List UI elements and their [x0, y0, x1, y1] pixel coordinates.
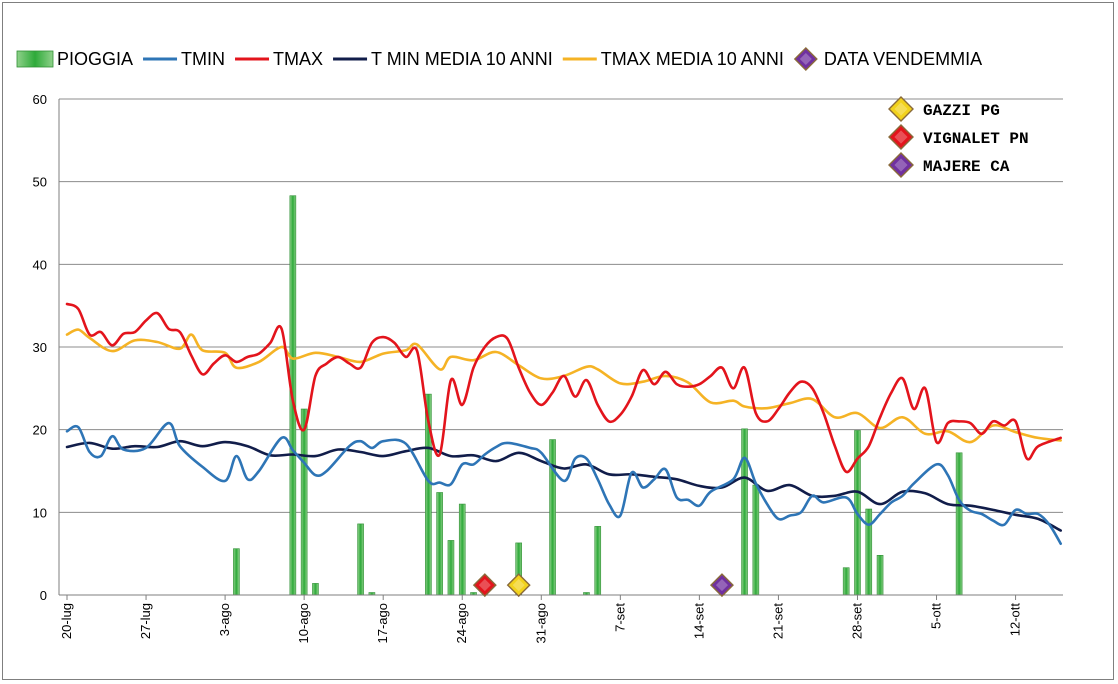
rain-bar — [300, 408, 308, 596]
rain-bar — [594, 526, 602, 596]
harvest-legend-label: VIGNALET PN — [923, 130, 1029, 148]
legend-label-tmin_avg: T MIN MEDIA 10 ANNI — [371, 49, 553, 69]
harvest-legend-label: GAZZI PG — [923, 102, 1000, 120]
y-tick-label: 40 — [33, 257, 47, 272]
temperature-lines — [65, 302, 1062, 545]
gridlines — [59, 98, 1063, 513]
x-tick-label: 12-ott — [1008, 603, 1023, 637]
rain-bar — [233, 548, 240, 596]
y-tick-label: 60 — [33, 92, 47, 107]
harvest-marker — [506, 573, 531, 598]
x-tick-label: 20-lug — [59, 603, 74, 639]
legend-label-tmax: TMAX — [273, 49, 323, 69]
tmin-avg-line — [65, 439, 1062, 532]
rain-bar — [752, 484, 760, 596]
harvest-legend-marker — [888, 124, 914, 150]
rain-bar — [741, 428, 748, 596]
x-tick-label: 7-set — [612, 603, 627, 632]
rain-bar — [865, 508, 873, 596]
x-axis-ticks: 20-lug 27-lug 3-ago 10-ago 17-ago 24-ago 31-ag… — [59, 595, 1023, 643]
harvest-legend: GAZZI PG VIGNALET PN MAJERE CA — [888, 96, 1029, 178]
x-tick-label: 5-ott — [929, 603, 944, 629]
legend-swatch-rain — [16, 50, 54, 68]
rain-bar — [357, 523, 364, 596]
y-tick-label: 30 — [33, 340, 47, 355]
rain-bar — [842, 567, 850, 596]
legend-item-harvest: DATA VENDEMMIA — [793, 47, 982, 71]
x-tick-label: 28-set — [849, 603, 864, 640]
rain-bar — [312, 583, 319, 596]
y-tick-label: 20 — [33, 423, 47, 438]
legend-item-rain: PIOGGIA — [16, 49, 133, 69]
harvest-marker — [709, 573, 734, 598]
harvest-legend-item: MAJERE CA — [888, 152, 1010, 178]
x-tick-label: 27-lug — [138, 603, 153, 639]
weather-harvest-chart: 0 10 20 30 40 50 60 20-lug 27-lug 3-ago 10-ago 17-… — [16, 47, 1063, 643]
legend-item-tmin: TMIN — [143, 49, 225, 69]
y-tick-label: 50 — [33, 175, 47, 190]
legend-item-tmin_avg: T MIN MEDIA 10 ANNI — [333, 49, 553, 69]
y-tick-label: 0 — [40, 588, 47, 603]
x-tick-label: 14-set — [691, 603, 706, 640]
x-tick-label: 21-set — [770, 603, 785, 640]
rain-bar — [876, 555, 884, 596]
x-tick-label: 17-ago — [375, 603, 390, 643]
harvest-legend-marker — [888, 152, 914, 178]
y-axis-ticks: 0 10 20 30 40 50 60 — [33, 92, 47, 603]
rain-bar — [549, 439, 556, 596]
harvest-legend-item: VIGNALET PN — [888, 124, 1029, 150]
legend-label-rain: PIOGGIA — [57, 49, 133, 69]
harvest-marker — [472, 573, 497, 598]
rain-bar — [447, 540, 455, 596]
legend: PIOGGIA TMIN TMAX T MIN MEDIA 10 ANNI TMAX M… — [16, 47, 982, 71]
tmax-avg-line — [65, 328, 1062, 444]
x-tick-label: 10-ago — [296, 603, 311, 643]
legend-label-tmin: TMIN — [181, 49, 225, 69]
legend-label-tmax_avg: TMAX MEDIA 10 ANNI — [601, 49, 784, 69]
tmax-line — [65, 302, 1062, 474]
tmin-line — [65, 421, 1062, 545]
axes — [58, 99, 1063, 596]
rain-bar — [458, 503, 466, 596]
rain-bar — [436, 492, 443, 596]
rain-bar — [955, 452, 963, 596]
harvest-markers — [472, 573, 734, 598]
y-tick-label: 10 — [33, 505, 47, 520]
legend-label-harvest: DATA VENDEMMIA — [824, 49, 982, 69]
x-tick-label: 31-ago — [533, 603, 548, 643]
legend-item-tmax: TMAX — [235, 49, 323, 69]
harvest-legend-marker — [888, 96, 914, 122]
rain-bars — [233, 195, 963, 596]
legend-item-tmax_avg: TMAX MEDIA 10 ANNI — [562, 49, 784, 69]
harvest-legend-item: GAZZI PG — [888, 96, 1000, 122]
x-tick-label: 3-ago — [217, 603, 232, 636]
harvest-legend-label: MAJERE CA — [923, 158, 1010, 176]
legend-swatch-harvest — [793, 47, 818, 71]
x-tick-label: 24-ago — [454, 603, 469, 643]
